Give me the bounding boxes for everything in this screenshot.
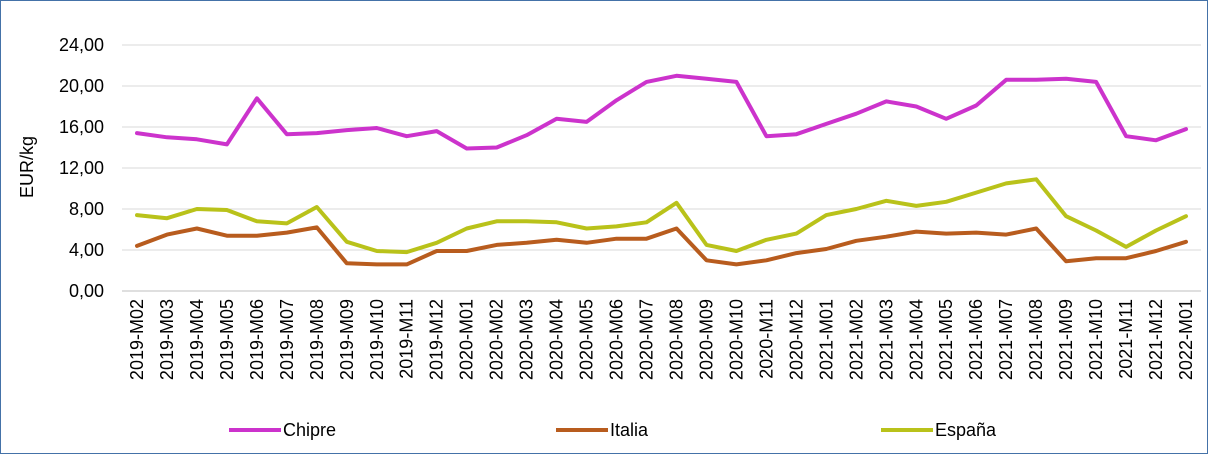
x-tick-label: 2019-M02 xyxy=(127,299,147,380)
series-line-chipre xyxy=(135,73,1188,151)
x-tick-label: 2020-M10 xyxy=(726,299,746,380)
x-tick-label: 2019-M08 xyxy=(307,299,327,380)
series-line-italia xyxy=(135,225,1188,267)
x-tick-label: 2020-M01 xyxy=(457,299,477,380)
x-tick-label: 2020-M11 xyxy=(756,299,776,379)
x-tick-label: 2020-M07 xyxy=(637,299,657,380)
x-tick-label: 2020-M02 xyxy=(487,299,507,380)
x-tick-label: 2019-M11 xyxy=(397,299,417,379)
x-tick-label: 2019-M12 xyxy=(427,299,447,380)
x-tick-label: 2021-M09 xyxy=(1056,299,1076,380)
x-tick-label: 2019-M07 xyxy=(277,299,297,380)
y-tick-label: 4,00 xyxy=(69,240,104,260)
y-tick-label: 20,00 xyxy=(59,76,104,96)
series-lines xyxy=(135,73,1188,267)
x-tick-label: 2021-M06 xyxy=(966,299,986,380)
x-tick-label: 2020-M06 xyxy=(607,299,627,380)
x-tick-label: 2020-M03 xyxy=(517,299,537,380)
legend: Chipre Italia España xyxy=(229,420,997,440)
y-axis-title: EUR/kg xyxy=(17,136,37,198)
x-tick-label: 2021-M02 xyxy=(846,299,866,380)
y-tick-label: 16,00 xyxy=(59,117,104,137)
x-tick-label: 2020-M09 xyxy=(696,299,716,380)
legend-label: España xyxy=(935,420,997,440)
series-line-espa-a xyxy=(135,177,1188,255)
y-tick-label: 0,00 xyxy=(69,281,104,301)
x-tick-label: 2021-M01 xyxy=(816,299,836,380)
x-tick-label: 2021-M05 xyxy=(936,299,956,380)
x-tick-label: 2021-M04 xyxy=(906,299,926,380)
x-tick-label: 2022-M01 xyxy=(1176,299,1196,380)
y-tick-label: 24,00 xyxy=(59,35,104,55)
x-tick-label: 2021-M12 xyxy=(1146,299,1166,380)
x-tick-label: 2019-M06 xyxy=(247,299,267,380)
x-tick-label: 2019-M03 xyxy=(157,299,177,380)
x-tick-label: 2021-M08 xyxy=(1026,299,1046,380)
gridlines xyxy=(122,44,1201,251)
x-tick-label: 2020-M08 xyxy=(666,299,686,380)
x-tick-label: 2019-M10 xyxy=(367,299,387,380)
x-tick-label: 2021-M11 xyxy=(1116,299,1136,379)
x-axis-tick-labels: 2019-M02 2019-M03 2019-M04 2019-M05 2019-M06… xyxy=(127,299,1196,380)
legend-label: Italia xyxy=(610,420,649,440)
x-tick-label: 2019-M04 xyxy=(187,299,207,380)
x-tick-label: 2020-M04 xyxy=(547,299,567,380)
y-tick-label: 12,00 xyxy=(59,158,104,178)
x-tick-label: 2020-M12 xyxy=(786,299,806,380)
x-tick-label: 2019-M05 xyxy=(217,299,237,380)
legend-label: Chipre xyxy=(283,420,336,440)
x-tick-label: 2021-M03 xyxy=(876,299,896,380)
x-tick-label: 2020-M05 xyxy=(577,299,597,380)
y-axis-tick-labels: 0,00 4,00 8,00 12,00 16,00 20,00 24,00 xyxy=(59,35,104,301)
x-tick-label: 2019-M09 xyxy=(337,299,357,380)
x-tick-label: 2021-M10 xyxy=(1086,299,1106,380)
y-tick-label: 8,00 xyxy=(69,199,104,219)
x-tick-label: 2021-M07 xyxy=(996,299,1016,380)
